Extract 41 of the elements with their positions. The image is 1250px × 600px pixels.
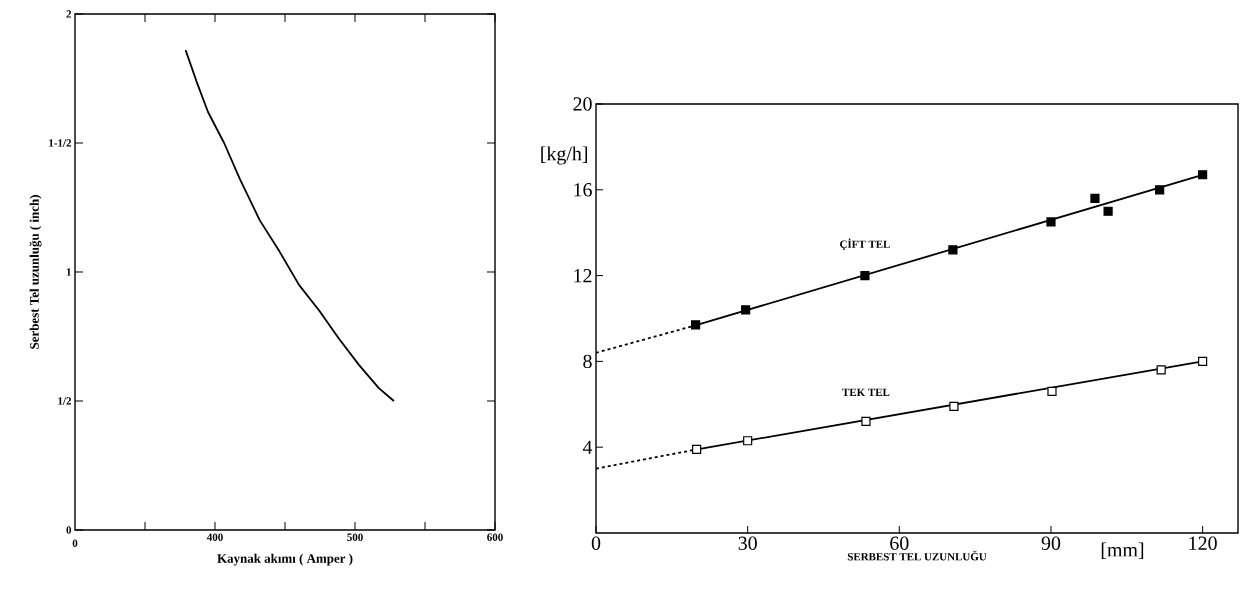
x-tick-label: 30 (738, 536, 757, 550)
y-tick-label: 16 (574, 183, 592, 197)
x-tick-label: 60 (890, 536, 909, 550)
y-tick-label: 2 (66, 10, 72, 18)
point (741, 305, 751, 315)
point (948, 245, 958, 255)
point (743, 436, 753, 446)
point (861, 416, 871, 427)
y-tick-label: 1/2 (58, 397, 72, 405)
point (1198, 356, 1208, 366)
y-axis-title: Serbest Tel uzunluğu ( inch) (29, 195, 42, 349)
x-tick-label: 90 (1041, 536, 1061, 550)
x-axis-title: SERBEST TEL UZUNLUĞU (847, 550, 987, 561)
point (1046, 217, 1056, 227)
y-tick-label: 1-1/2 (49, 139, 72, 147)
y-tick-label: 1 (66, 268, 71, 276)
point (949, 401, 959, 412)
point (1155, 185, 1165, 195)
point (1047, 386, 1057, 397)
point (1103, 206, 1113, 216)
point (691, 320, 701, 330)
text: TEK TEL (842, 388, 890, 396)
point (692, 444, 702, 454)
y-axis-title: [kg/h] (541, 146, 588, 165)
x-tick-label: 600 (487, 533, 503, 541)
x-tick-label: 500 (347, 533, 363, 541)
x-tick-label: 400 (206, 533, 223, 541)
point (1198, 170, 1208, 180)
y-tick-label: 4 (582, 440, 593, 454)
y-tick-label: 8 (583, 354, 592, 369)
y-tick-label: 0 (66, 526, 72, 534)
x-axis-title: Kaynak akımı ( Amper ) (217, 553, 353, 566)
line-series (184, 49, 395, 402)
text: [mm] (1101, 542, 1144, 559)
point (860, 270, 870, 281)
point (1156, 365, 1166, 375)
point (1090, 193, 1100, 203)
text: ÇİFT TEL (840, 238, 890, 251)
x-tick-label: 120 (1189, 536, 1217, 550)
y-tick-label: 12 (574, 268, 592, 283)
y-tick-label: 20 (573, 97, 592, 111)
